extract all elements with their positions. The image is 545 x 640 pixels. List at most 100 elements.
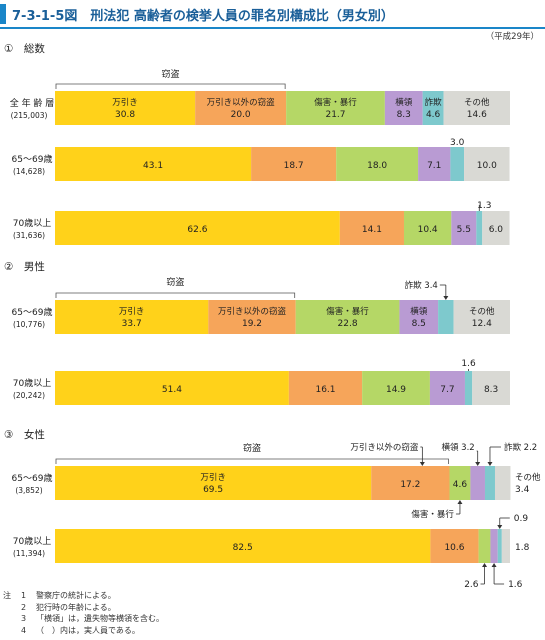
row-label: 全 年 齢 層 <box>10 97 55 109</box>
segment-category-label: 傷害・暴行 <box>314 97 357 108</box>
leader-arrow <box>475 462 481 466</box>
data-label: 62.6 <box>187 225 207 235</box>
bar-segment <box>497 529 502 563</box>
bar-segment <box>453 300 510 334</box>
data-label: 22.8 <box>338 319 358 329</box>
data-label: 20.0 <box>231 110 251 120</box>
bar-segment <box>494 466 511 500</box>
era-note: （平成29年） <box>485 32 539 42</box>
leader-arrow <box>482 563 488 567</box>
bar-segment <box>399 300 439 334</box>
data-label: 1.3 <box>477 201 491 211</box>
note-number: 3 <box>21 614 27 623</box>
bar-segment <box>195 91 287 125</box>
segment-category-label: 傷害・暴行 <box>326 306 369 317</box>
data-label: 19.2 <box>242 319 262 329</box>
segment-category-label: 万引き <box>119 307 145 317</box>
segment-category-label: 詐欺 <box>425 97 443 108</box>
data-label: 1.6 <box>508 580 523 590</box>
data-label: 0.9 <box>514 514 529 524</box>
figure-header: 7-3-1-5図 刑法犯 高齢者の検挙人員の罪名別構成比（男女別） <box>0 0 545 30</box>
bar-segment <box>418 147 451 181</box>
segment-category-label: 横領 <box>395 97 413 108</box>
figure-title: 7-3-1-5図 刑法犯 高齢者の検挙人員の罪名別構成比（男女別） <box>12 9 394 24</box>
data-label: 3.4 <box>515 485 530 495</box>
bar-segment <box>295 300 400 334</box>
bar-segment <box>482 211 510 245</box>
segment-category-label: 横領 <box>410 306 428 317</box>
data-label: 8.5 <box>412 319 426 329</box>
data-label: 17.2 <box>400 480 420 490</box>
bar-segment <box>501 529 510 563</box>
title-underline <box>0 27 545 29</box>
panel-label: ③ 女性 <box>4 428 45 441</box>
segment-category-label: その他 <box>469 306 495 317</box>
leader-arrow <box>457 500 463 504</box>
row-label: 70歳以上 <box>13 377 51 389</box>
group-label: 窃盗 <box>166 276 184 288</box>
bar-segment <box>484 466 495 500</box>
bar-segment <box>251 147 337 181</box>
leader-arrow <box>487 462 493 466</box>
bar-segment <box>478 529 491 563</box>
leader-arrow <box>491 563 497 567</box>
note-item: 注 1 警察庁の統計による。 <box>0 590 164 602</box>
data-label: 7.7 <box>440 385 454 395</box>
leader-arrow <box>419 462 425 466</box>
row-count: (10,776) <box>13 320 45 329</box>
bar-segment <box>490 529 498 563</box>
notes: 注 1 警察庁の統計による。 2 犯行時の年齢による。 3 「横領」は，遺失物等… <box>0 590 164 636</box>
bar-segment <box>362 371 430 405</box>
segment-category-label: 万引き以外の窃盗 <box>218 306 287 317</box>
data-label: 30.8 <box>115 110 135 120</box>
panel-label: ① 総数 <box>4 42 45 55</box>
group-bracket <box>55 83 286 89</box>
row-count: (20,242) <box>13 391 45 400</box>
data-label: 18.0 <box>367 161 387 171</box>
data-label: 69.5 <box>203 485 223 495</box>
bar-segment <box>55 529 431 563</box>
callout-label: 詐欺 2.2 <box>504 442 537 453</box>
bar-segment <box>384 91 423 125</box>
group-bracket <box>55 292 296 298</box>
bar-segment <box>451 211 477 245</box>
bar-segment <box>55 211 340 245</box>
note-text: （ ）内は，実人員である。 <box>36 625 140 635</box>
stacked-bar-chart: ① 総数全 年 齢 層 (215,003) 万引き 30.8 万引き以外の窃盗 20.0 傷… <box>4 42 541 590</box>
note-item: 3 「横領」は，遺失物等横領を含む。 <box>0 613 164 625</box>
data-label: 14.9 <box>386 385 406 395</box>
bar-segment <box>443 91 510 125</box>
callout-label: 傷害・暴行 <box>411 509 454 520</box>
bar-segment <box>288 371 363 405</box>
row-count: (11,394) <box>13 549 45 558</box>
data-label: 14.6 <box>467 110 487 120</box>
data-label: 7.1 <box>427 161 441 171</box>
group-label: 窃盗 <box>243 442 261 454</box>
data-label: 14.1 <box>362 225 382 235</box>
bar-segment <box>438 300 454 334</box>
note-item: 4 （ ）内は，実人員である。 <box>0 625 164 637</box>
bar-segment <box>286 91 385 125</box>
data-label: 4.6 <box>453 480 468 490</box>
bar-segment <box>464 371 473 405</box>
callout-label: 詐欺 3.4 <box>405 280 438 291</box>
bar-segment <box>403 211 452 245</box>
bar-segment <box>464 147 510 181</box>
data-label: 10.4 <box>418 225 438 235</box>
data-label: 10.0 <box>477 161 497 171</box>
row-count: (3,852) <box>15 486 42 495</box>
group-bracket <box>55 458 449 464</box>
data-label: 16.1 <box>315 385 335 395</box>
note-text: 犯行時の年齢による。 <box>36 602 116 612</box>
bar-segment <box>450 147 465 181</box>
data-label: 12.4 <box>472 319 492 329</box>
segment-category-label: 万引き <box>112 98 138 108</box>
data-label: 3.0 <box>450 138 465 148</box>
bar-segment <box>422 91 444 125</box>
row-label: 65～69歳 <box>12 472 53 484</box>
segment-category-label: 万引き以外の窃盗 <box>207 97 276 108</box>
notes-label: 注 <box>3 591 11 600</box>
note-number: 4 <box>21 625 27 635</box>
bar-segment <box>336 147 419 181</box>
bar-segment <box>476 211 483 245</box>
